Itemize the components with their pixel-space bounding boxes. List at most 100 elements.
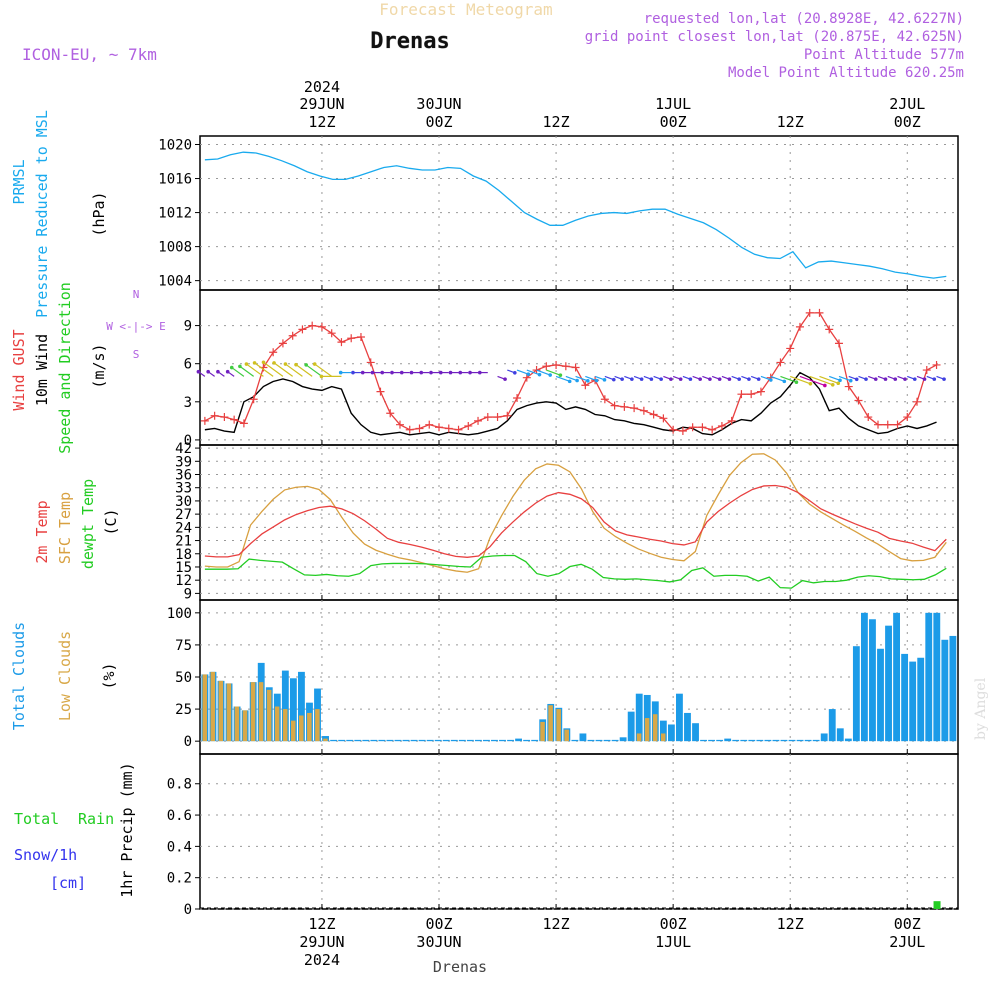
total-clouds-bar [370, 739, 378, 742]
precip-ytick-label: 0.2 [167, 871, 192, 887]
rain-label: Rain [78, 810, 114, 828]
wind-arrow-head [351, 370, 355, 375]
wind-arrow-head [526, 372, 531, 376]
wind-arrow-head [283, 362, 288, 366]
compass-south: S [133, 348, 140, 361]
gust-marker [415, 424, 424, 433]
total-clouds-bar [442, 739, 450, 742]
low-clouds-bar [299, 715, 304, 742]
wind-arrow-head [838, 378, 842, 383]
gust-marker [347, 334, 356, 343]
gust-marker [903, 413, 912, 422]
t2m-label: 2m Temp [33, 500, 51, 563]
top-hour-label: 00Z [660, 113, 687, 131]
total-clouds-bar [595, 739, 603, 742]
wind-arrow-head [238, 364, 242, 369]
total-clouds-bar [941, 639, 949, 742]
temp-ytick-label: 24 [175, 520, 192, 536]
gust-marker [513, 393, 522, 402]
gust-marker [376, 387, 385, 396]
wind-arrow-head [769, 378, 773, 382]
total-clouds-bar [338, 739, 346, 742]
total-clouds-bar [949, 635, 957, 742]
axes: 1004100810121016102003699121518212427303… [158, 78, 959, 969]
total-clouds-bar [700, 739, 707, 742]
top-date-label: 1JUL [655, 95, 691, 113]
total-clouds-bar [748, 739, 756, 742]
low-clouds-bar [218, 680, 224, 742]
total-clouds-bar [852, 646, 860, 742]
wind-arrow-head [399, 370, 404, 375]
wind-ytick-label: 6 [184, 357, 192, 373]
wind-arrow [314, 363, 333, 377]
clouds-ytick-label: 0 [184, 734, 192, 750]
wind-arrow-head [548, 373, 552, 377]
wind-arrow-head [922, 377, 927, 381]
wind-speed-dir-label: Speed and Direction [56, 282, 74, 454]
gust-marker [620, 402, 629, 411]
total-clouds-bar [362, 739, 370, 742]
total-label: Total [14, 810, 59, 828]
wind-arrow [565, 375, 578, 382]
total-clouds-bar [692, 723, 699, 742]
gust-marker [913, 397, 922, 406]
temp-ytick-label: 39 [175, 454, 192, 470]
total-clouds-bar [330, 739, 338, 742]
wind-arrow-head [225, 369, 230, 374]
low-clouds-bar [290, 720, 296, 742]
chart-title: Forecast Meteogram [379, 0, 552, 19]
low-clouds-bar [258, 682, 264, 742]
wind-arrow-head [558, 373, 563, 377]
total-clouds-bar [708, 739, 716, 742]
clouds-ytick-label: 25 [175, 702, 192, 718]
wind-arrow-head [319, 374, 324, 379]
dewpt-line [204, 554, 947, 589]
total-clouds-bar [724, 738, 732, 742]
total-clouds-bar [676, 693, 683, 742]
snow-label: Snow/1h [14, 846, 77, 864]
gust-marker [444, 424, 453, 433]
wind-arrow-head [630, 377, 634, 381]
low-clouds-bar [226, 683, 232, 742]
snow-unit: [cm] [50, 874, 86, 892]
wind-arrow-head [649, 377, 654, 381]
total-clouds-bar [491, 739, 498, 742]
low-clouds-bar [282, 709, 288, 742]
gust-marker [493, 413, 502, 422]
low-clouds-bar [636, 733, 642, 742]
clouds-ytick-label: 100 [167, 606, 192, 622]
low-clouds-bar [274, 706, 280, 742]
gridpoint-coords: grid point closest lon,lat (20.875E, 42.… [585, 29, 964, 45]
sfc-temp-line [204, 453, 947, 573]
total-clouds-bar [877, 648, 884, 742]
wind-arrow-head [477, 370, 482, 375]
precip-bar [933, 901, 941, 909]
gust-marker [874, 420, 883, 429]
wind-arrow-head [903, 377, 907, 381]
wind-arrow-head [698, 377, 702, 381]
low-clouds-bar [556, 709, 561, 742]
total-clouds-bar [820, 733, 828, 742]
total-clouds-bar [667, 724, 675, 742]
gust-marker [249, 395, 258, 404]
wind-arrow [546, 369, 561, 376]
wind-arrow [809, 375, 833, 386]
low-clouds-bar [548, 705, 553, 742]
wind-arrow-head [830, 382, 835, 387]
bottom-hour-label: 00Z [425, 915, 452, 933]
precip-ytick-label: 0 [184, 902, 192, 918]
wind-arrow-head [429, 370, 433, 375]
total-clouds-bar [346, 739, 354, 742]
wind-arrow [516, 369, 529, 375]
gust-marker [337, 338, 346, 347]
total-clouds-bar [458, 739, 466, 742]
wind-arrow [273, 362, 294, 377]
wind-arrow-head [782, 379, 787, 384]
wind-gust-line [204, 312, 937, 432]
gust-marker [932, 360, 941, 369]
top-date-label: 30JUN [416, 95, 461, 113]
wind-arrow [585, 375, 597, 382]
total-clouds-bar [716, 739, 724, 742]
bottom-date-label: 30JUN [416, 933, 461, 951]
wind-arrow-head [370, 370, 375, 375]
